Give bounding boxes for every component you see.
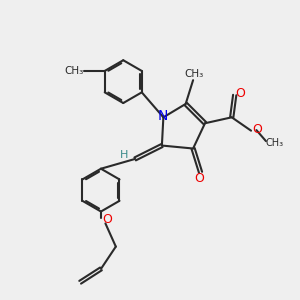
- Text: O: O: [252, 123, 262, 136]
- Text: CH₃: CH₃: [266, 138, 284, 148]
- Text: H: H: [120, 150, 128, 160]
- Text: N: N: [158, 109, 168, 123]
- Text: O: O: [103, 213, 112, 226]
- Text: CH₃: CH₃: [64, 66, 83, 76]
- Text: O: O: [236, 87, 246, 100]
- Text: CH₃: CH₃: [184, 69, 203, 79]
- Text: O: O: [194, 172, 204, 185]
